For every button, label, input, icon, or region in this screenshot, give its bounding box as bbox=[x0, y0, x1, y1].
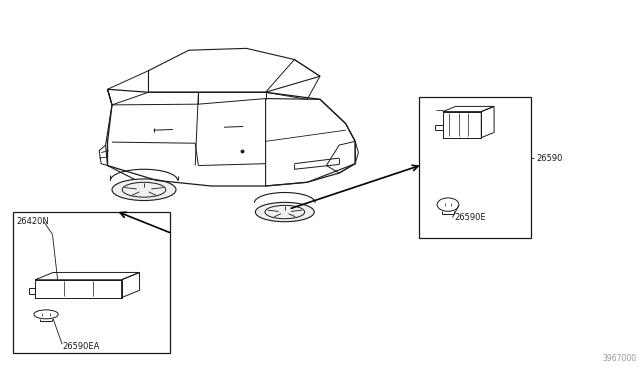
Bar bbox=[419, 97, 531, 238]
Ellipse shape bbox=[112, 179, 176, 201]
Text: 26590: 26590 bbox=[536, 154, 563, 163]
Text: 26590EA: 26590EA bbox=[63, 342, 100, 351]
Text: 26590E: 26590E bbox=[454, 213, 486, 222]
Ellipse shape bbox=[255, 202, 314, 222]
Text: 26420N: 26420N bbox=[16, 217, 49, 226]
Bar bbox=[13, 212, 170, 353]
Text: 3967000: 3967000 bbox=[603, 354, 637, 363]
